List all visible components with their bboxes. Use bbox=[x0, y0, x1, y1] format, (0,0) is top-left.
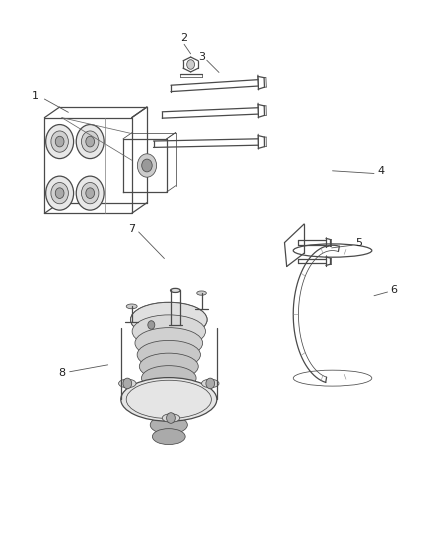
Circle shape bbox=[86, 188, 95, 198]
Text: 5: 5 bbox=[355, 238, 362, 247]
Ellipse shape bbox=[132, 315, 205, 348]
Text: 8: 8 bbox=[58, 368, 65, 378]
Ellipse shape bbox=[126, 304, 137, 309]
Ellipse shape bbox=[135, 328, 203, 359]
Circle shape bbox=[81, 182, 99, 204]
Circle shape bbox=[55, 188, 64, 198]
Circle shape bbox=[81, 131, 99, 152]
Circle shape bbox=[86, 136, 95, 147]
Circle shape bbox=[206, 378, 215, 389]
Text: 4: 4 bbox=[377, 166, 384, 176]
Ellipse shape bbox=[146, 391, 192, 412]
Circle shape bbox=[55, 136, 64, 147]
Text: 6: 6 bbox=[390, 286, 397, 295]
Text: 3: 3 bbox=[198, 52, 205, 61]
Ellipse shape bbox=[169, 322, 182, 328]
Circle shape bbox=[148, 321, 155, 329]
Ellipse shape bbox=[201, 379, 219, 387]
Ellipse shape bbox=[139, 353, 198, 379]
Ellipse shape bbox=[197, 291, 206, 295]
Ellipse shape bbox=[141, 366, 196, 391]
Circle shape bbox=[51, 131, 68, 152]
Ellipse shape bbox=[119, 379, 136, 387]
Ellipse shape bbox=[131, 302, 207, 337]
Circle shape bbox=[76, 176, 104, 210]
Circle shape bbox=[46, 125, 74, 159]
Circle shape bbox=[138, 154, 156, 177]
Circle shape bbox=[76, 125, 104, 159]
Ellipse shape bbox=[162, 414, 180, 422]
Circle shape bbox=[187, 60, 194, 69]
Ellipse shape bbox=[137, 341, 201, 369]
Ellipse shape bbox=[121, 377, 217, 421]
Ellipse shape bbox=[131, 302, 207, 337]
Circle shape bbox=[46, 176, 74, 210]
Ellipse shape bbox=[152, 429, 185, 445]
Circle shape bbox=[123, 378, 132, 389]
Circle shape bbox=[166, 413, 175, 423]
Ellipse shape bbox=[170, 288, 180, 293]
Ellipse shape bbox=[144, 378, 194, 401]
Text: 1: 1 bbox=[32, 91, 39, 101]
Text: 7: 7 bbox=[128, 224, 135, 235]
Ellipse shape bbox=[150, 416, 187, 434]
Circle shape bbox=[142, 159, 152, 172]
Ellipse shape bbox=[148, 403, 190, 423]
Circle shape bbox=[51, 182, 68, 204]
Text: 2: 2 bbox=[180, 33, 187, 43]
